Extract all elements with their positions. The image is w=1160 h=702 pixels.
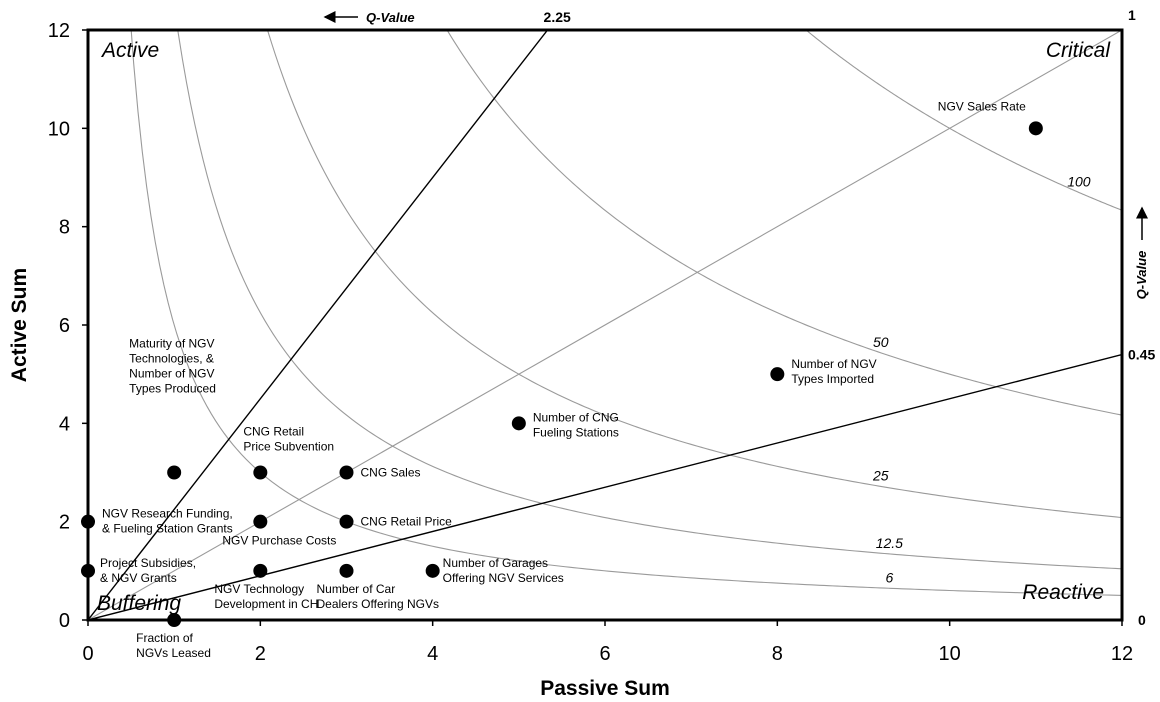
data-point-label: CNG Sales [361, 466, 421, 480]
data-point [253, 465, 268, 480]
quadrant-label-reactive: Reactive [1022, 581, 1104, 604]
y-tick-label: 12 [48, 20, 70, 42]
y-axis-title: Active Sum [8, 268, 31, 382]
data-point [339, 514, 354, 529]
data-point [253, 563, 268, 578]
q-line [88, 30, 549, 620]
data-point [339, 563, 354, 578]
q-value-top-label: Q-Value [366, 10, 415, 25]
p-curve [446, 30, 1122, 416]
x-tick-label: 4 [427, 643, 438, 665]
data-point-label: Number of Car Dealers Offering NGVs [317, 582, 440, 611]
data-point-label: NGV Technology Development in CH [214, 582, 318, 611]
data-point-label: NGV Purchase Costs [222, 534, 336, 548]
p-curve [266, 30, 1122, 519]
data-point-label: Number of CNG Fueling Stations [533, 410, 619, 439]
q-line [88, 353, 1122, 620]
x-tick-label: 2 [255, 643, 266, 665]
data-point [81, 514, 95, 529]
data-point-label: NGV Sales Rate [938, 99, 1026, 113]
x-tick-label: 8 [772, 643, 783, 665]
quadrant-label-active: Active [100, 39, 159, 62]
y-tick-label: 6 [59, 315, 70, 337]
data-point-label: Number of NGV Types Imported [791, 357, 876, 386]
p-curve-label: 25 [872, 467, 889, 483]
data-point-label: CNG Retail Price [361, 515, 453, 529]
p-curve-label: 50 [873, 334, 889, 350]
y-tick-label: 10 [48, 118, 70, 140]
data-point [81, 563, 95, 578]
y-tick-label: 2 [59, 512, 70, 534]
data-point-label: Fraction of NGVs Leased [136, 631, 211, 660]
data-point [770, 367, 785, 382]
q-line [88, 30, 1122, 620]
p-curve-label: 6 [885, 569, 893, 585]
data-point-label: CNG Retail Price Subvention [243, 425, 334, 454]
data-point-label: Project Subsidies, & NGV Grants [100, 556, 196, 585]
data-point-label: Maturity of NGV Technologies, & Number of … [129, 337, 216, 396]
data-point-label: Number of Garages Offering NGV Services [443, 556, 564, 585]
x-tick-label: 10 [939, 643, 961, 665]
data-point [511, 416, 526, 431]
y-tick-label: 4 [59, 413, 70, 435]
data-point [339, 465, 354, 480]
y-tick-label: 0 [59, 610, 70, 632]
y-tick-label: 8 [59, 217, 70, 239]
quadrant-label-buffering: Buffering [97, 592, 181, 615]
q-line-label: 0.45 [1128, 347, 1155, 363]
p-curve [805, 30, 1122, 211]
q-value-right-label: Q-Value [1134, 251, 1149, 300]
quadrant-label-critical: Critical [1046, 39, 1112, 62]
x-axis-title: Passive Sum [540, 677, 670, 700]
x-tick-label: 12 [1111, 643, 1133, 665]
p-curve-label: 100 [1067, 173, 1091, 189]
data-point [167, 465, 182, 480]
p-curve [177, 30, 1122, 570]
x-tick-label: 6 [599, 643, 610, 665]
p-curve [130, 30, 1122, 596]
p-curve-label: 12.5 [876, 535, 903, 551]
q-line-label: 0 [1138, 612, 1146, 628]
q-line-label: 1 [1128, 7, 1136, 23]
x-tick-label: 0 [82, 643, 93, 665]
data-point [1028, 121, 1043, 136]
data-point-label: NGV Research Funding, & Fueling Station G… [102, 507, 233, 536]
data-point [253, 514, 268, 529]
data-point [425, 563, 440, 578]
data-point [167, 613, 182, 627]
q-line-label: 2.25 [544, 9, 571, 25]
